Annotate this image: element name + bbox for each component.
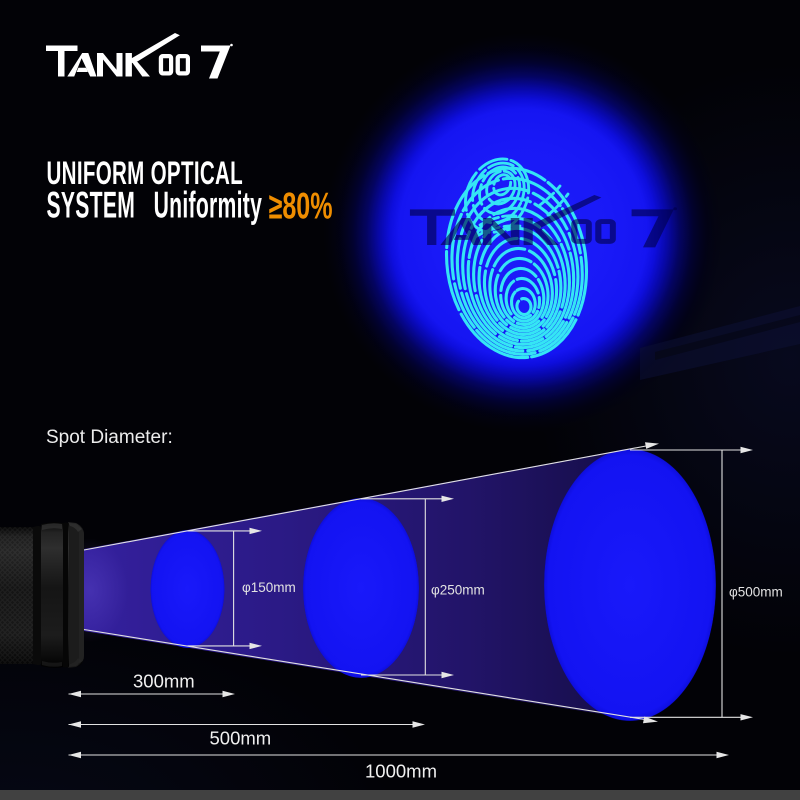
svg-text:1000mm: 1000mm: [365, 761, 437, 782]
svg-text:Spot Diameter:: Spot Diameter:: [46, 427, 173, 448]
svg-text:φ500mm: φ500mm: [729, 585, 783, 600]
svg-text:500mm: 500mm: [210, 727, 272, 748]
svg-text:300mm: 300mm: [133, 671, 195, 692]
svg-text:φ150mm: φ150mm: [242, 580, 296, 595]
svg-text:≥80%: ≥80%: [269, 185, 333, 227]
svg-text:UNIFORM OPTICAL: UNIFORM OPTICAL: [47, 154, 244, 191]
svg-text:φ250mm: φ250mm: [431, 583, 485, 598]
svg-text:SYSTEM Uniformity: SYSTEM Uniformity: [47, 186, 263, 227]
